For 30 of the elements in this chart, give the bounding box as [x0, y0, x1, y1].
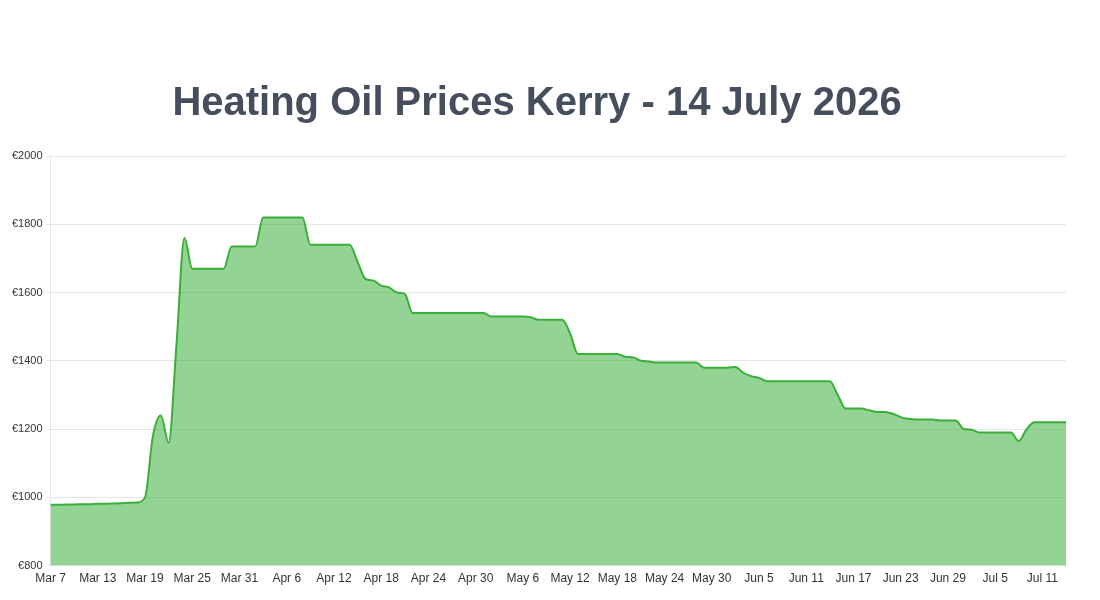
- y-tick-label: €1200: [11, 422, 43, 435]
- x-tick-label: May 18: [597, 571, 638, 586]
- x-tick-label: May 12: [550, 571, 591, 586]
- y-tick-label: €2000: [11, 149, 43, 162]
- x-tick-label: Apr 12: [316, 571, 352, 586]
- x-tick-label: Mar 19: [126, 571, 165, 586]
- x-tick-label: Jun 5: [744, 571, 775, 586]
- x-tick-label: May 30: [692, 571, 732, 586]
- x-tick-label: Mar 31: [220, 571, 259, 586]
- x-tick-label: Jun 29: [929, 571, 967, 586]
- x-tick-label: Apr 30: [457, 571, 494, 586]
- x-tick-label: Jul 5: [982, 571, 1009, 586]
- x-tick-label: May 6: [506, 571, 540, 586]
- y-tick-label: €1600: [11, 285, 43, 298]
- chart-title: Heating Oil Prices Kerry - 14 July 2026: [172, 79, 902, 124]
- x-tick-label: Mar 7: [35, 571, 67, 586]
- x-tick-label: Apr 6: [272, 571, 302, 586]
- x-tick-label: May 24: [644, 571, 685, 586]
- x-tick-label: Jun 11: [788, 571, 825, 586]
- x-tick-label: Jun 23: [882, 571, 920, 586]
- y-tick-label: €800: [18, 558, 43, 571]
- x-tick-label: Mar 13: [79, 571, 117, 586]
- x-tick-label: Apr 18: [363, 571, 400, 586]
- y-tick-label: €1800: [11, 217, 43, 230]
- y-tick-label: €1000: [11, 490, 43, 503]
- y-tick-label: €1400: [11, 353, 43, 366]
- x-tick-label: Mar 25: [173, 571, 212, 586]
- x-tick-label: Apr 24: [410, 571, 447, 586]
- x-tick-label: Jul 11: [1026, 571, 1059, 586]
- x-tick-label: Jun 17: [835, 571, 872, 586]
